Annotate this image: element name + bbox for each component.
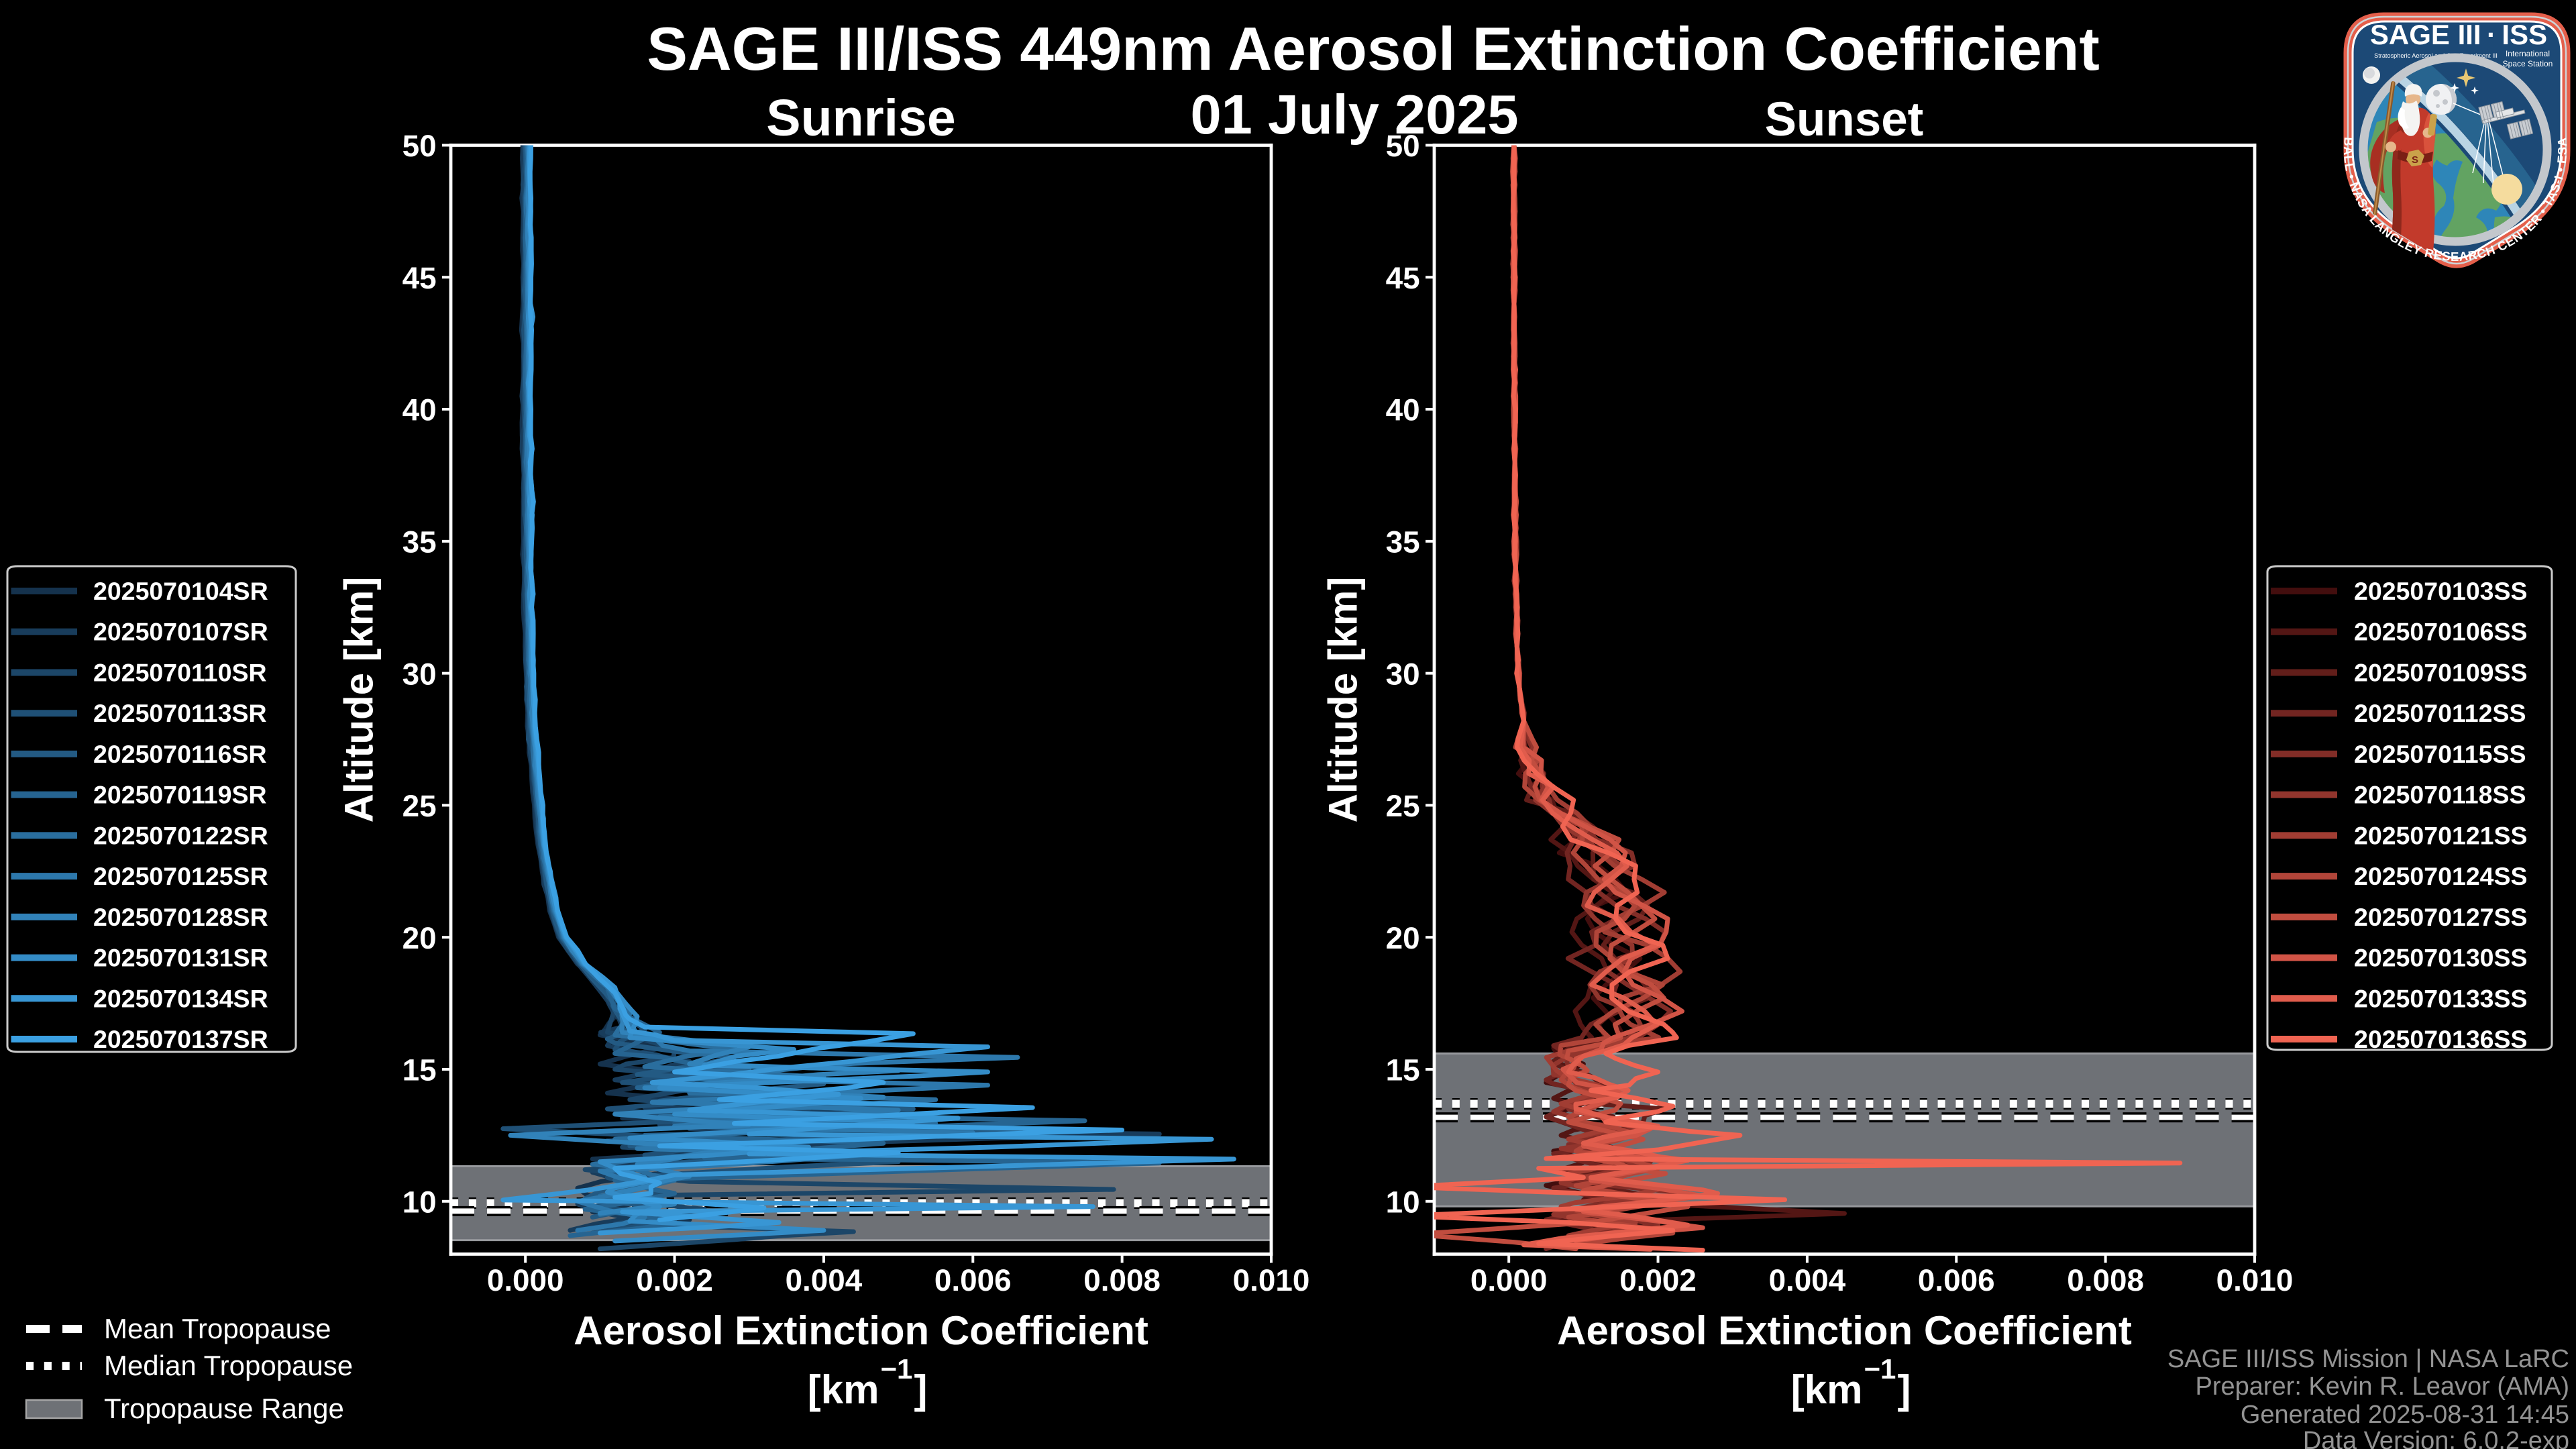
- svg-text:Aerosol Extinction Coefficient: Aerosol Extinction Coefficient: [1557, 1308, 2132, 1353]
- svg-text:2025070104SR: 2025070104SR: [93, 577, 268, 605]
- svg-text:10: 10: [1386, 1185, 1420, 1219]
- svg-text:20: 20: [1386, 921, 1420, 955]
- svg-text:[km: [km: [808, 1367, 879, 1412]
- svg-text:Tropopause Range: Tropopause Range: [104, 1393, 344, 1424]
- svg-text:0.000: 0.000: [487, 1263, 564, 1297]
- svg-text:Space Station: Space Station: [2503, 59, 2553, 68]
- svg-text:40: 40: [402, 393, 437, 427]
- svg-text:Generated 2025-08-31 14:45: Generated 2025-08-31 14:45: [2241, 1401, 2569, 1429]
- svg-text:−1: −1: [1864, 1353, 1896, 1385]
- svg-text:0.004: 0.004: [786, 1263, 863, 1297]
- svg-text:15: 15: [402, 1053, 437, 1087]
- svg-text:2025070103SS: 2025070103SS: [2354, 577, 2528, 605]
- svg-text:15: 15: [1386, 1053, 1420, 1087]
- svg-text:35: 35: [1386, 525, 1420, 559]
- svg-text:Aerosol Extinction Coefficient: Aerosol Extinction Coefficient: [574, 1308, 1148, 1353]
- svg-text:2025070107SR: 2025070107SR: [93, 618, 268, 646]
- svg-text:Sunrise: Sunrise: [766, 89, 955, 147]
- svg-text:2025070136SS: 2025070136SS: [2354, 1025, 2528, 1053]
- svg-text:2025070118SS: 2025070118SS: [2354, 781, 2526, 809]
- svg-text:Data Version: 6.0.2-exp: Data Version: 6.0.2-exp: [2303, 1427, 2569, 1449]
- svg-text:0.008: 0.008: [2067, 1263, 2144, 1297]
- svg-text:2025070125SR: 2025070125SR: [93, 862, 268, 890]
- svg-text:0.008: 0.008: [1083, 1263, 1161, 1297]
- svg-text:2025070133SS: 2025070133SS: [2354, 984, 2528, 1012]
- svg-text:0.010: 0.010: [2216, 1263, 2294, 1297]
- svg-text:Preparer: Kevin R. Leavor (AMA: Preparer: Kevin R. Leavor (AMA): [2195, 1373, 2569, 1401]
- svg-text:International: International: [2506, 49, 2550, 58]
- svg-text:50: 50: [402, 129, 437, 163]
- svg-text:35: 35: [402, 525, 437, 559]
- svg-text:−1: −1: [881, 1353, 913, 1385]
- svg-text:Mean Tropopause: Mean Tropopause: [104, 1313, 331, 1344]
- svg-text:SAGE III/ISS Mission | NASA La: SAGE III/ISS Mission | NASA LaRC: [2167, 1345, 2569, 1373]
- svg-text:0.002: 0.002: [1619, 1263, 1697, 1297]
- svg-text:30: 30: [1386, 657, 1420, 691]
- svg-text:2025070115SS: 2025070115SS: [2354, 740, 2526, 768]
- svg-text:2025070124SS: 2025070124SS: [2354, 862, 2528, 890]
- svg-text:20: 20: [402, 921, 437, 955]
- svg-text:SAGE III · ISS: SAGE III · ISS: [2370, 19, 2547, 50]
- svg-text:2025070112SS: 2025070112SS: [2354, 699, 2526, 727]
- svg-text:SAGE III/ISS 449nm Aerosol Ext: SAGE III/ISS 449nm Aerosol Extinction Co…: [647, 15, 2100, 83]
- svg-text:0.010: 0.010: [1233, 1263, 1310, 1297]
- svg-text:0.000: 0.000: [1470, 1263, 1548, 1297]
- svg-text:2025070122SR: 2025070122SR: [93, 821, 268, 849]
- svg-text:Altitude [km]: Altitude [km]: [1321, 577, 1366, 823]
- svg-text:2025070116SR: 2025070116SR: [93, 740, 267, 768]
- svg-text:25: 25: [1386, 789, 1420, 823]
- svg-text:10: 10: [402, 1185, 437, 1219]
- svg-text:45: 45: [402, 261, 437, 295]
- svg-text:45: 45: [1386, 261, 1420, 295]
- svg-text:[km: [km: [1791, 1367, 1863, 1412]
- svg-text:]: ]: [914, 1367, 928, 1412]
- svg-text:0.006: 0.006: [934, 1263, 1012, 1297]
- svg-text:2025070113SR: 2025070113SR: [93, 699, 267, 727]
- svg-text:2025070134SR: 2025070134SR: [93, 984, 268, 1012]
- svg-text:S: S: [2412, 154, 2418, 166]
- svg-text:2025070121SS: 2025070121SS: [2354, 821, 2528, 849]
- svg-text:01 July 2025: 01 July 2025: [1190, 83, 1518, 146]
- svg-text:2025070106SS: 2025070106SS: [2354, 618, 2528, 646]
- svg-text:40: 40: [1386, 393, 1420, 427]
- svg-text:50: 50: [1386, 129, 1420, 163]
- svg-text:0.002: 0.002: [636, 1263, 713, 1297]
- svg-text:0.004: 0.004: [1769, 1263, 1846, 1297]
- svg-text:2025070119SR: 2025070119SR: [93, 781, 267, 809]
- svg-text:2025070127SS: 2025070127SS: [2354, 903, 2528, 931]
- svg-text:]: ]: [1898, 1367, 1911, 1412]
- svg-text:2025070109SS: 2025070109SS: [2354, 658, 2528, 686]
- svg-text:Sunset: Sunset: [1765, 93, 1924, 146]
- svg-text:30: 30: [402, 657, 437, 691]
- svg-text:2025070130SS: 2025070130SS: [2354, 944, 2528, 972]
- svg-text:25: 25: [402, 789, 437, 823]
- svg-text:2025070137SR: 2025070137SR: [93, 1025, 268, 1053]
- svg-text:0.006: 0.006: [1918, 1263, 1995, 1297]
- svg-text:2025070128SR: 2025070128SR: [93, 903, 268, 931]
- svg-text:2025070110SR: 2025070110SR: [93, 658, 267, 686]
- svg-text:2025070131SR: 2025070131SR: [93, 944, 268, 972]
- svg-text:Altitude [km]: Altitude [km]: [337, 577, 382, 823]
- svg-text:Median Tropopause: Median Tropopause: [104, 1350, 353, 1381]
